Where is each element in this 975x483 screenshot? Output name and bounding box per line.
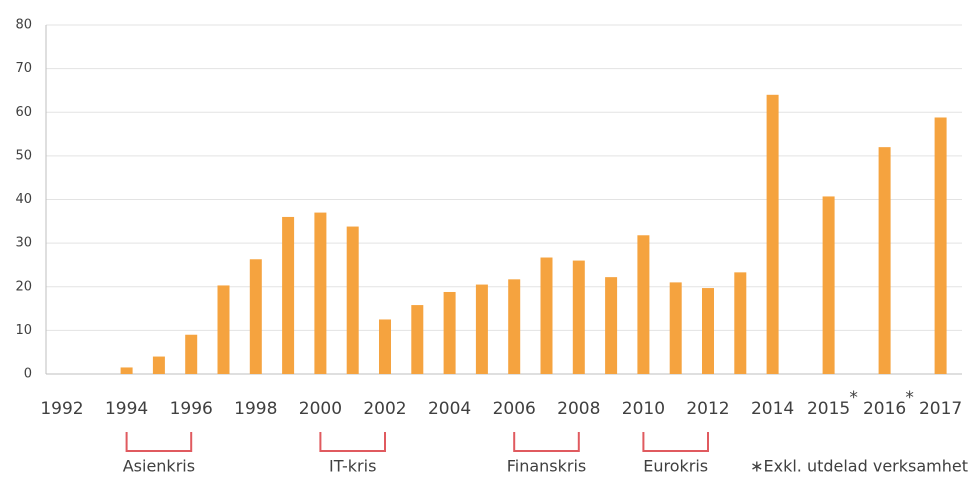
footnote: ∗Exkl. utdelad verksamhet: [750, 457, 968, 476]
x-tick-label: 2004: [428, 399, 471, 419]
x-tick-label: 1998: [234, 399, 277, 419]
x-tick-label: 2006: [493, 399, 536, 419]
crisis-label: Finanskris: [507, 457, 587, 476]
bar: [540, 257, 553, 374]
x-tick-label: 1996: [170, 399, 213, 419]
bar: [508, 279, 521, 374]
footnote-marker: *: [905, 388, 914, 408]
y-tick-label: 0: [24, 367, 32, 382]
bar: [669, 282, 682, 374]
bar: [217, 285, 230, 374]
bar: [249, 259, 262, 374]
bar: [878, 147, 891, 374]
crisis-bracket: [319, 432, 386, 452]
y-tick-label: 10: [15, 323, 32, 338]
bar: [605, 277, 618, 374]
crisis-bracket: [513, 432, 580, 452]
x-tick-label: 1992: [40, 399, 83, 419]
crisis-label: Asienkris: [123, 457, 195, 476]
bar: [379, 319, 391, 374]
x-tick-label: 2017: [919, 399, 962, 419]
bar: [934, 117, 947, 375]
y-tick-label: 20: [15, 279, 32, 294]
bar: [314, 212, 327, 374]
bar: [572, 260, 585, 374]
crisis-label: Eurokris: [643, 457, 708, 476]
bar: [702, 288, 714, 374]
bar: [152, 356, 165, 374]
bar: [120, 367, 133, 374]
x-tick-label: 2000: [299, 399, 342, 419]
y-tick-label: 40: [15, 192, 32, 207]
y-tick-label: 70: [15, 61, 32, 76]
bar: [411, 305, 424, 374]
y-tick-label: 60: [15, 105, 32, 120]
x-tick-label: 2010: [622, 399, 665, 419]
bar: [443, 291, 456, 374]
footnote-marker: *: [849, 388, 858, 408]
x-tick-label: 2015: [807, 399, 850, 419]
x-tick-label: 2016: [863, 399, 906, 419]
y-tick-label: 50: [15, 148, 32, 163]
crisis-bracket: [125, 432, 193, 452]
x-tick-label: 2012: [686, 399, 729, 419]
y-tick-label: 30: [15, 236, 32, 251]
bar: [734, 272, 747, 374]
crisis-label: IT-kris: [329, 457, 376, 476]
y-tick-label: 80: [15, 18, 32, 33]
bar: [822, 196, 835, 374]
bar: [282, 216, 295, 374]
bar: [346, 226, 359, 374]
x-tick-label: 2002: [363, 399, 406, 419]
x-tick-label: 2014: [751, 399, 794, 419]
bar: [475, 284, 488, 374]
bar: [766, 94, 779, 375]
bar: [637, 235, 650, 374]
bar: [185, 334, 198, 374]
crisis-bracket: [642, 432, 709, 452]
x-tick-label: 2008: [557, 399, 600, 419]
x-tick-label: 1994: [105, 399, 148, 419]
